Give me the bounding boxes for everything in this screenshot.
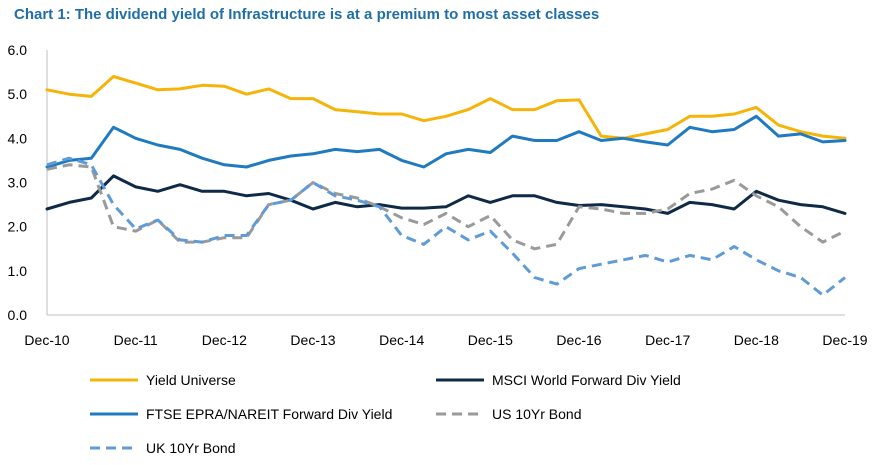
series-lines — [45, 75, 847, 297]
x-tick-label: Dec-13 — [290, 332, 335, 348]
x-tick-label: Dec-18 — [734, 332, 779, 348]
series-line-msci-world-forward-div-yield — [45, 174, 847, 215]
legend-label: Yield Universe — [146, 372, 236, 388]
x-tick-label: Dec-12 — [202, 332, 247, 348]
series-line-us-10yr-bond — [46, 163, 846, 251]
x-tick-label: Dec-10 — [24, 332, 69, 348]
series-line-yield-universe — [45, 75, 847, 140]
y-tick-label: 0.0 — [8, 307, 28, 323]
y-tick-label: 4.0 — [8, 130, 28, 146]
x-tick-labels: Dec-10 Dec-11 Dec-12 Dec-13 Dec-14 Dec-15 Dec-… — [24, 332, 867, 348]
x-tick-label: Dec-19 — [822, 332, 867, 348]
legend-label: MSCI World Forward Div Yield — [492, 372, 681, 388]
series-line-uk-10yr-bond — [46, 156, 846, 297]
x-tick-label: Dec-14 — [379, 332, 424, 348]
y-tick-label: 6.0 — [8, 42, 28, 58]
y-tick-label: 2.0 — [8, 219, 28, 235]
y-tick-labels: 0.0 1.0 2.0 3.0 4.0 5.0 6.0 — [8, 42, 28, 323]
y-tick-label: 3.0 — [8, 175, 28, 191]
legend-label: UK 10Yr Bond — [146, 440, 236, 456]
legend-label: US 10Yr Bond — [492, 406, 582, 422]
x-tick-label: Dec-17 — [645, 332, 690, 348]
axes — [46, 50, 845, 316]
chart-title: Chart 1: The dividend yield of Infrastru… — [14, 6, 600, 23]
legend-label: FTSE EPRA/NAREIT Forward Div Yield — [146, 406, 392, 422]
legend: Yield Universe MSCI World Forward Div Yie… — [90, 372, 681, 456]
x-tick-label: Dec-11 — [114, 332, 158, 348]
series-line-ftse-epra-nareit-forward-div-yield — [45, 114, 847, 169]
x-tick-label: Dec-16 — [556, 332, 601, 348]
y-tick-label: 1.0 — [8, 263, 28, 279]
x-tick-label: Dec-15 — [468, 332, 513, 348]
y-tick-label: 5.0 — [8, 86, 28, 102]
